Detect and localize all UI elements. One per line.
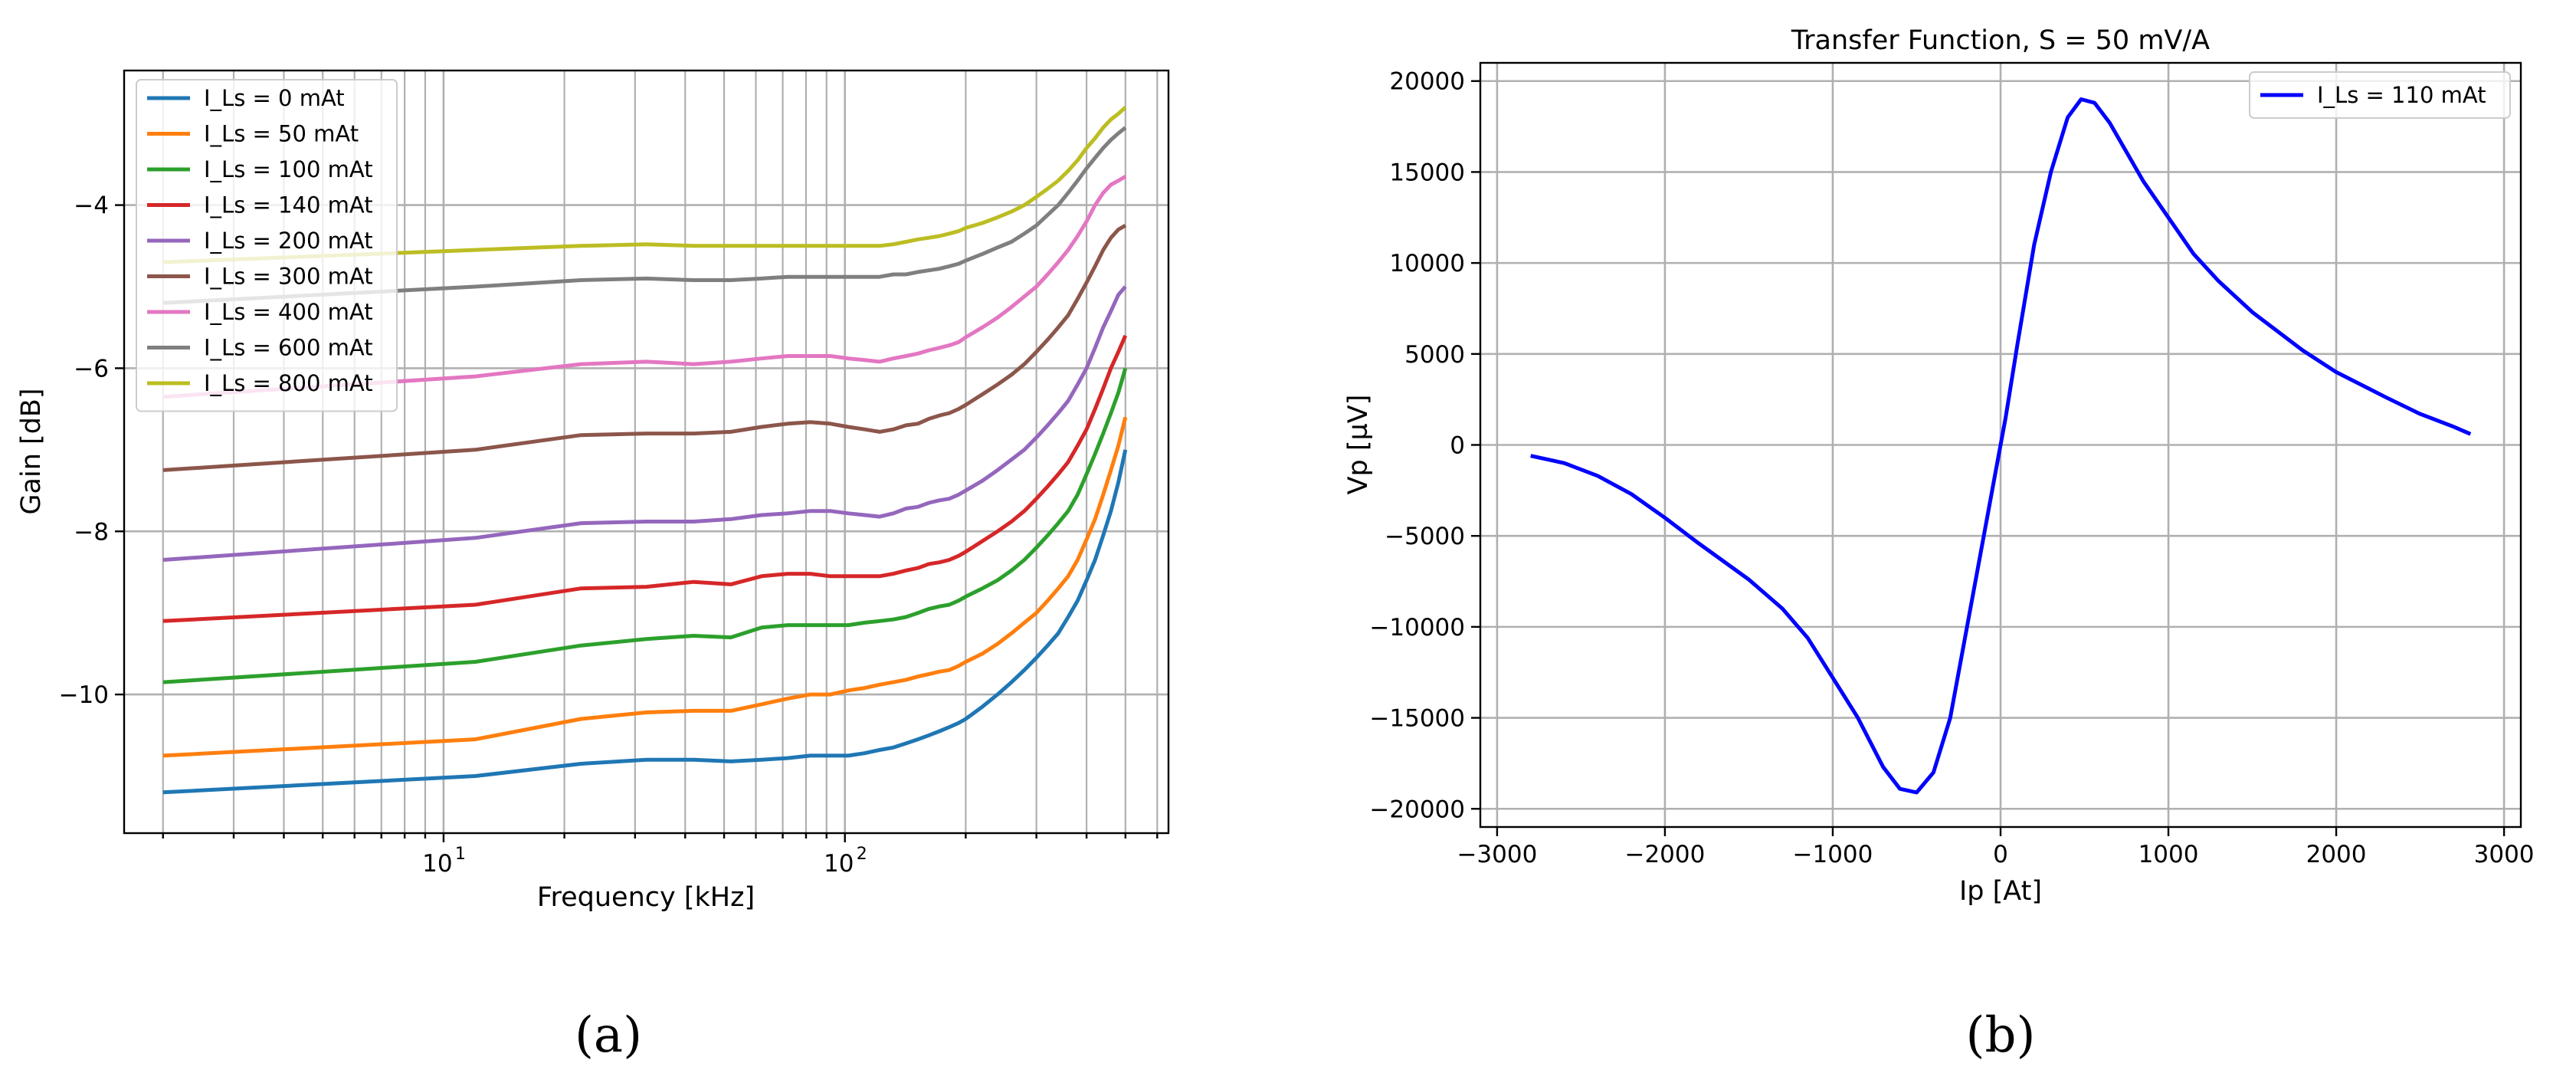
x-tick-exponent: 1 [455,845,466,864]
x-tick-label: 2000 [2306,841,2367,868]
y-tick-label: 15000 [1389,159,1465,186]
series-line [162,175,1127,399]
legend-label: I_Ls = 0 mAt [204,85,345,111]
legend-box [136,79,398,412]
series-line [162,367,1128,684]
x-axis-label: Frequency [kHz] [537,882,755,913]
series-line [162,285,1127,562]
legend-box [2249,71,2511,119]
y-tick-label: −10000 [1369,614,1465,642]
x-tick-label: −1000 [1793,841,1873,868]
x-tick-label: 0 [1993,841,2008,868]
y-tick-label: −4 [74,192,109,220]
legend-label: I_Ls = 400 mAt [204,299,373,325]
x-axis-label: Ip [At] [1959,876,2042,907]
legend: I_Ls = 0 mAt I_Ls = 50 mAt I_Ls = 100 mAt I… [136,79,398,412]
legend-label: I_Ls = 110 mAt [2317,82,2486,108]
series-line [1530,97,2472,795]
y-tick-label: 5000 [1404,341,1465,369]
legend-label: I_Ls = 300 mAt [204,264,373,290]
y-tick-label: −20000 [1369,796,1465,823]
y-tick-label: 10000 [1389,250,1465,277]
x-tick-label: 10 [422,850,452,878]
axis-ticks: −3000 −2000 −1000 0 1000 2000 3000−20000−15000… [1369,68,2534,868]
axis-ticks: −10−8−6−410 1 10 2 [59,192,1159,878]
series-line [162,106,1127,264]
series-lines [162,106,1128,795]
legend-label: I_Ls = 140 mAt [204,192,373,218]
y-tick-label: −6 [74,355,109,382]
y-tick-label: −15000 [1369,705,1465,733]
series-line [162,224,1127,472]
legend-label: I_Ls = 100 mAt [204,156,373,182]
y-tick-label: −10 [59,681,109,709]
legend-label: I_Ls = 600 mAt [204,335,373,361]
x-tick-label: 3000 [2474,841,2535,868]
y-tick-label: 0 [1450,432,1465,460]
series-lines [1530,97,2472,795]
x-tick-label: 1000 [2138,841,2199,868]
series-line [162,416,1128,758]
legend-label: I_Ls = 200 mAt [204,228,373,254]
series-line [162,449,1128,795]
y-tick-label: 20000 [1389,68,1465,96]
plot-frame [123,69,1170,835]
y-tick-label: −5000 [1385,523,1465,550]
caption-b: (b) [1966,1007,2036,1064]
caption-a: (a) [575,1007,642,1064]
x-tick-label: −2000 [1624,841,1705,868]
chart-title: Transfer Function, S = 50 mV/A [1791,25,2210,56]
legend-label: I_Ls = 800 mAt [204,370,373,396]
y-tick-label: −8 [74,518,109,546]
legend-label: I_Ls = 50 mAt [204,121,359,147]
series-line [162,126,1127,305]
x-tick-label: −3000 [1457,841,1537,868]
series-line [162,334,1128,623]
legend: I_Ls = 110 mAt [2249,71,2511,119]
x-tick-exponent: 2 [857,845,867,864]
y-axis-label: Vp [µV] [1343,395,1374,495]
y-axis-label: Gain [dB] [16,388,47,514]
x-tick-label: 10 [824,850,854,878]
transfer-function-chart: −3000 −2000 −1000 0 1000 2000 3000−20000−15000… [1343,25,2535,1064]
